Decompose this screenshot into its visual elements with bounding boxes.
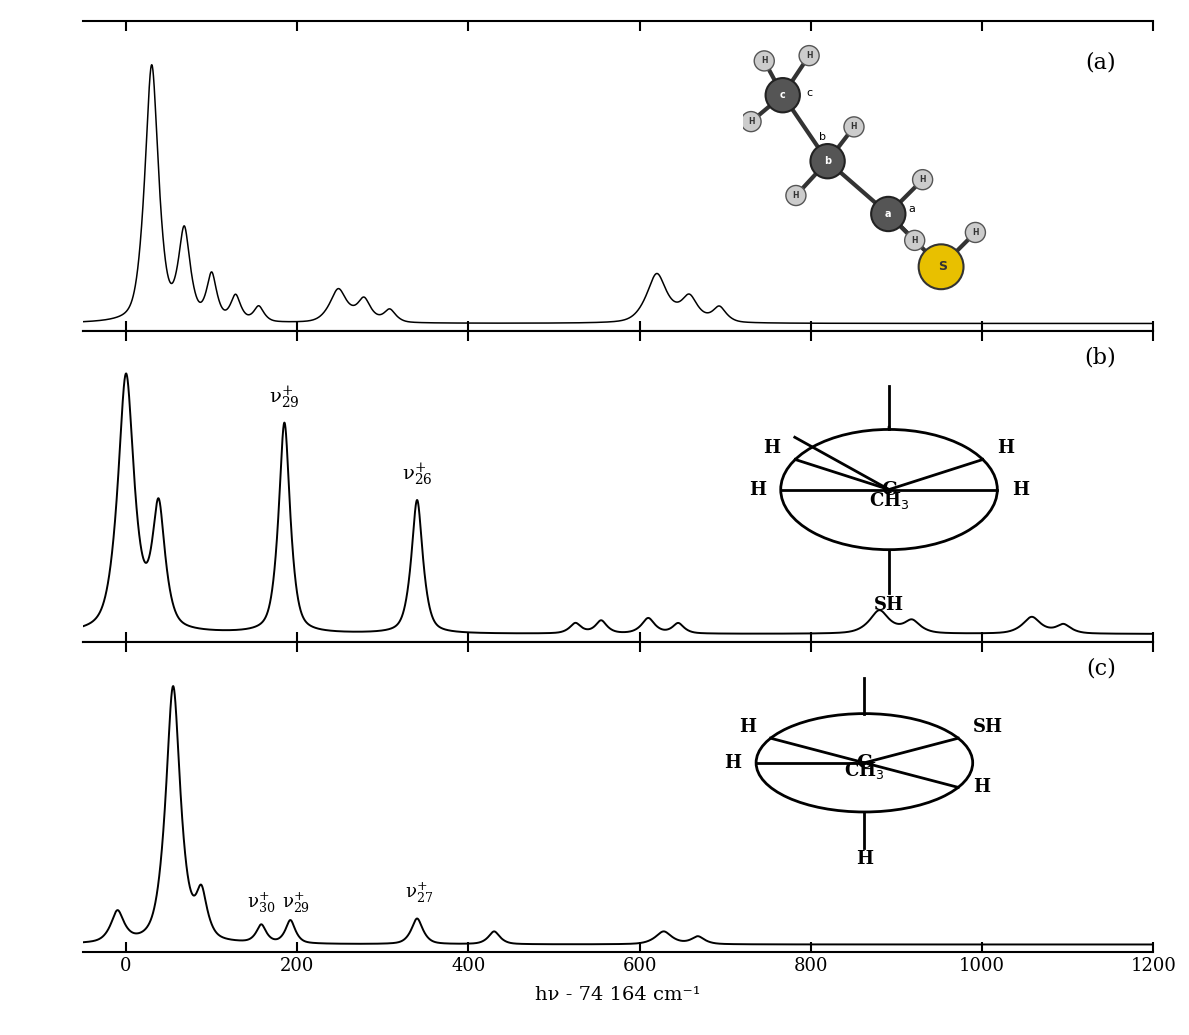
Text: $\mathregular{\nu_{29}^{+}}$: $\mathregular{\nu_{29}^{+}}$ xyxy=(282,890,309,915)
Text: $\mathregular{\nu_{30}^{+}}$: $\mathregular{\nu_{30}^{+}}$ xyxy=(247,890,276,915)
Text: (b): (b) xyxy=(1084,347,1115,368)
Text: (c): (c) xyxy=(1086,657,1115,679)
X-axis label: hν - 74 164 cm⁻¹: hν - 74 164 cm⁻¹ xyxy=(535,986,702,1004)
Text: $\mathregular{\nu_{27}^{+}}$: $\mathregular{\nu_{27}^{+}}$ xyxy=(404,881,433,905)
Text: $\mathregular{\nu_{29}^{+}}$: $\mathregular{\nu_{29}^{+}}$ xyxy=(269,384,300,411)
Text: (a): (a) xyxy=(1086,52,1115,73)
Text: $\mathregular{\nu_{26}^{+}}$: $\mathregular{\nu_{26}^{+}}$ xyxy=(402,461,433,487)
